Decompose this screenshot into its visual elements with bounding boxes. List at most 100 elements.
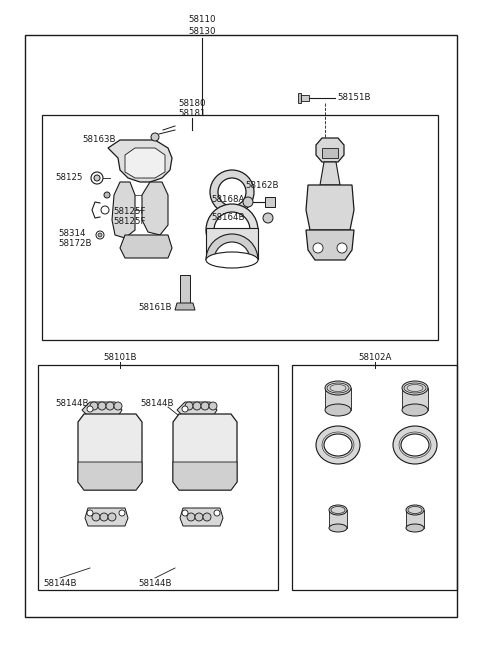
Polygon shape bbox=[320, 162, 340, 185]
Text: 58181: 58181 bbox=[178, 109, 206, 119]
Polygon shape bbox=[322, 148, 338, 158]
Polygon shape bbox=[316, 138, 344, 162]
Ellipse shape bbox=[393, 426, 437, 464]
Text: 58144B: 58144B bbox=[138, 578, 172, 588]
Polygon shape bbox=[180, 275, 190, 303]
Circle shape bbox=[90, 402, 98, 410]
Text: 58163B: 58163B bbox=[82, 136, 116, 145]
Text: 58164B: 58164B bbox=[212, 214, 245, 223]
Polygon shape bbox=[78, 414, 142, 490]
Ellipse shape bbox=[401, 434, 429, 456]
Circle shape bbox=[214, 510, 220, 516]
Bar bbox=[42, 115, 438, 340]
Text: 58180: 58180 bbox=[178, 98, 206, 107]
Bar bbox=[292, 365, 457, 590]
Text: 58125F: 58125F bbox=[113, 217, 145, 227]
Polygon shape bbox=[306, 185, 354, 230]
Circle shape bbox=[214, 212, 250, 248]
Circle shape bbox=[209, 402, 217, 410]
Circle shape bbox=[91, 172, 103, 184]
Text: 58130: 58130 bbox=[188, 28, 216, 37]
Circle shape bbox=[87, 510, 93, 516]
Ellipse shape bbox=[402, 381, 428, 395]
Polygon shape bbox=[85, 508, 128, 526]
Circle shape bbox=[210, 170, 254, 214]
Ellipse shape bbox=[406, 505, 424, 515]
Text: 58172B: 58172B bbox=[58, 238, 92, 248]
Text: 58168A: 58168A bbox=[212, 195, 245, 204]
Ellipse shape bbox=[325, 404, 351, 416]
Circle shape bbox=[94, 175, 100, 181]
Circle shape bbox=[187, 513, 195, 521]
Polygon shape bbox=[329, 510, 347, 528]
Text: 58110: 58110 bbox=[188, 16, 216, 24]
Circle shape bbox=[108, 513, 116, 521]
Circle shape bbox=[96, 231, 104, 239]
Circle shape bbox=[114, 402, 122, 410]
Circle shape bbox=[201, 402, 209, 410]
Text: 58162B: 58162B bbox=[245, 181, 278, 189]
Text: 58125: 58125 bbox=[55, 174, 83, 183]
Polygon shape bbox=[120, 235, 172, 258]
Bar bbox=[205, 260, 259, 290]
Circle shape bbox=[87, 406, 93, 412]
Circle shape bbox=[182, 510, 188, 516]
Circle shape bbox=[218, 178, 246, 206]
Polygon shape bbox=[206, 228, 258, 260]
Ellipse shape bbox=[402, 404, 428, 416]
Polygon shape bbox=[78, 462, 142, 490]
Circle shape bbox=[185, 402, 193, 410]
Circle shape bbox=[263, 213, 273, 223]
Circle shape bbox=[92, 513, 100, 521]
Circle shape bbox=[100, 513, 108, 521]
Text: 58125F: 58125F bbox=[113, 208, 145, 217]
Ellipse shape bbox=[329, 505, 347, 515]
Polygon shape bbox=[402, 388, 428, 410]
Text: 58144B: 58144B bbox=[43, 578, 77, 588]
Ellipse shape bbox=[324, 434, 352, 456]
Text: 58161B: 58161B bbox=[138, 303, 172, 312]
Text: 58314: 58314 bbox=[58, 229, 85, 238]
Circle shape bbox=[106, 402, 114, 410]
Circle shape bbox=[101, 206, 109, 214]
Text: 58102A: 58102A bbox=[358, 354, 392, 362]
Polygon shape bbox=[301, 95, 309, 101]
Ellipse shape bbox=[329, 524, 347, 532]
Polygon shape bbox=[108, 140, 172, 182]
Polygon shape bbox=[173, 462, 237, 490]
Bar bbox=[25, 35, 457, 617]
Text: 58101B: 58101B bbox=[103, 354, 137, 362]
Polygon shape bbox=[112, 182, 135, 238]
Ellipse shape bbox=[325, 381, 351, 395]
Circle shape bbox=[243, 197, 253, 207]
Circle shape bbox=[151, 133, 159, 141]
Bar bbox=[38, 365, 278, 590]
Ellipse shape bbox=[316, 426, 360, 464]
Ellipse shape bbox=[206, 252, 258, 268]
Polygon shape bbox=[298, 93, 301, 103]
Circle shape bbox=[214, 242, 250, 278]
Polygon shape bbox=[180, 508, 223, 526]
Text: 58144B: 58144B bbox=[140, 400, 173, 409]
Circle shape bbox=[98, 402, 106, 410]
Polygon shape bbox=[142, 182, 168, 235]
Circle shape bbox=[195, 513, 203, 521]
Circle shape bbox=[206, 204, 258, 256]
Polygon shape bbox=[306, 230, 354, 260]
Ellipse shape bbox=[406, 524, 424, 532]
Polygon shape bbox=[265, 197, 275, 207]
Circle shape bbox=[337, 243, 347, 253]
Circle shape bbox=[119, 510, 125, 516]
Circle shape bbox=[182, 406, 188, 412]
Circle shape bbox=[206, 234, 258, 286]
Circle shape bbox=[98, 233, 102, 237]
Text: 58112: 58112 bbox=[218, 278, 245, 286]
Polygon shape bbox=[82, 402, 122, 416]
Text: 58151B: 58151B bbox=[337, 94, 371, 102]
Circle shape bbox=[313, 243, 323, 253]
Circle shape bbox=[104, 192, 110, 198]
Polygon shape bbox=[173, 414, 237, 490]
Circle shape bbox=[193, 402, 201, 410]
Circle shape bbox=[203, 513, 211, 521]
Polygon shape bbox=[175, 303, 195, 310]
